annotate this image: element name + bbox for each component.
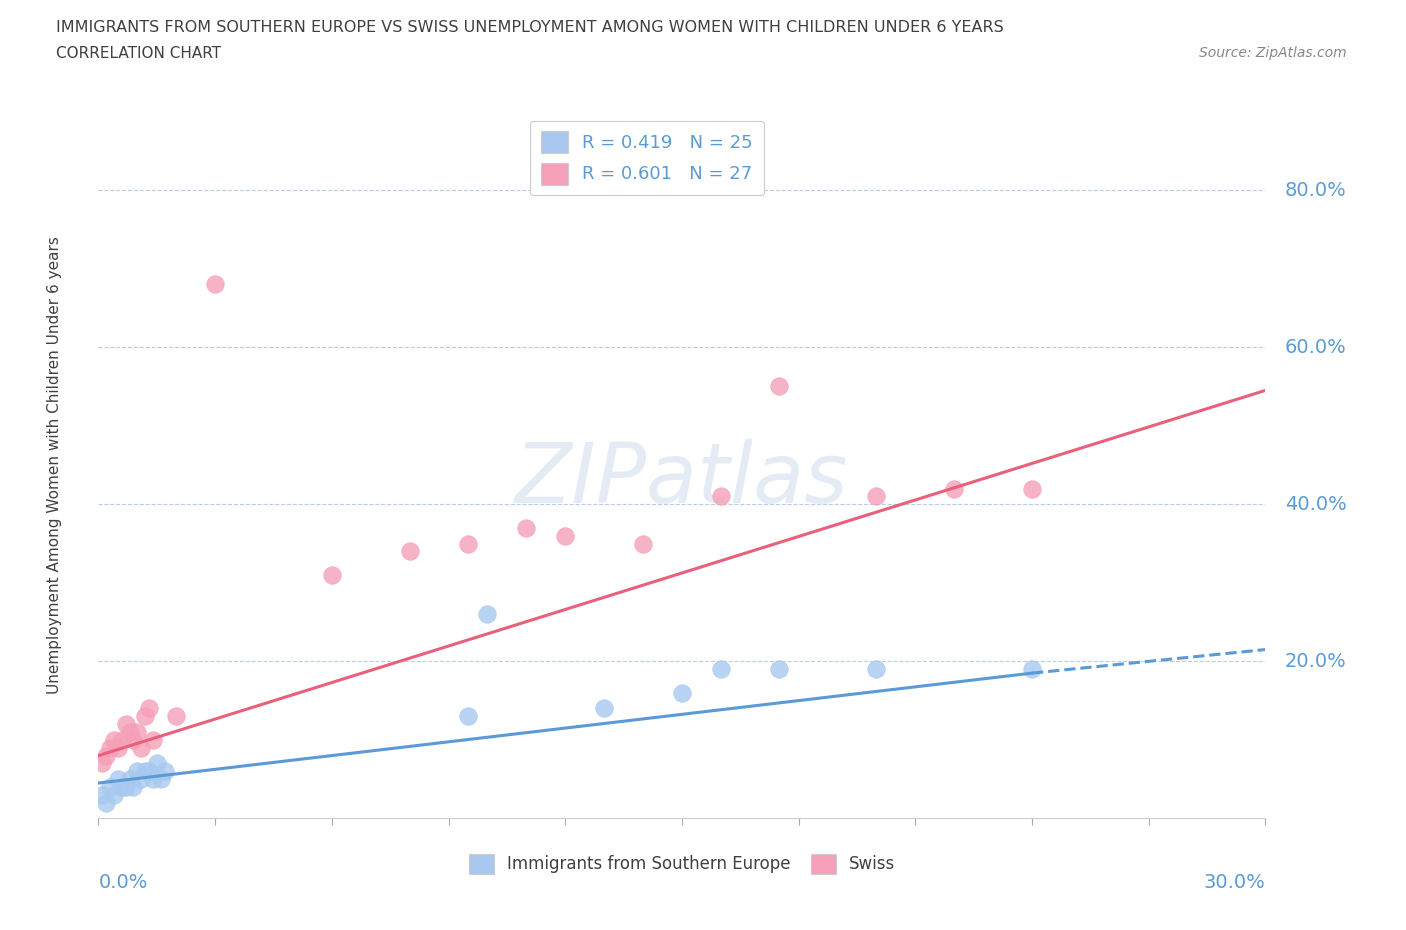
Point xyxy=(943,481,966,496)
Point xyxy=(134,764,156,778)
Point xyxy=(114,717,136,732)
Text: Unemployment Among Women with Children Under 6 years: Unemployment Among Women with Children U… xyxy=(46,236,62,694)
Text: 80.0%: 80.0% xyxy=(1285,180,1347,200)
Point xyxy=(118,772,141,787)
Point xyxy=(1021,481,1043,496)
Text: 0.0%: 0.0% xyxy=(98,873,148,893)
Point xyxy=(142,772,165,787)
Point xyxy=(865,489,887,504)
Text: CORRELATION CHART: CORRELATION CHART xyxy=(56,46,221,61)
Text: 40.0%: 40.0% xyxy=(1285,495,1347,513)
Point xyxy=(457,709,479,724)
Point xyxy=(111,779,134,794)
Point xyxy=(1021,662,1043,677)
Point xyxy=(768,379,790,394)
Point xyxy=(146,756,169,771)
Point xyxy=(554,528,576,543)
Text: IMMIGRANTS FROM SOUTHERN EUROPE VS SWISS UNEMPLOYMENT AMONG WOMEN WITH CHILDREN : IMMIGRANTS FROM SOUTHERN EUROPE VS SWISS… xyxy=(56,20,1004,35)
Legend: Immigrants from Southern Europe, Swiss: Immigrants from Southern Europe, Swiss xyxy=(463,847,901,881)
Point xyxy=(91,756,114,771)
Point xyxy=(103,733,125,748)
Point xyxy=(103,788,125,803)
Point xyxy=(204,277,226,292)
Point xyxy=(111,733,134,748)
Point xyxy=(321,567,343,582)
Point xyxy=(138,764,160,778)
Text: ZIPatlas: ZIPatlas xyxy=(515,439,849,520)
Point xyxy=(98,740,121,755)
Point xyxy=(631,536,654,551)
Text: 20.0%: 20.0% xyxy=(1285,652,1347,671)
Text: 30.0%: 30.0% xyxy=(1204,873,1265,893)
Point xyxy=(96,748,118,763)
Point xyxy=(122,733,145,748)
Point xyxy=(138,701,160,716)
Point xyxy=(153,764,176,778)
Point xyxy=(96,795,118,810)
Point xyxy=(149,772,172,787)
Point xyxy=(118,724,141,739)
Point xyxy=(127,764,149,778)
Point xyxy=(515,521,537,536)
Point xyxy=(142,733,165,748)
Point xyxy=(129,772,152,787)
Point xyxy=(477,606,499,621)
Point xyxy=(122,779,145,794)
Point xyxy=(107,772,129,787)
Point xyxy=(129,740,152,755)
Point xyxy=(98,779,121,794)
Point xyxy=(457,536,479,551)
Point xyxy=(134,709,156,724)
Point xyxy=(593,701,616,716)
Text: Source: ZipAtlas.com: Source: ZipAtlas.com xyxy=(1199,46,1347,60)
Point xyxy=(107,740,129,755)
Point xyxy=(127,724,149,739)
Point xyxy=(114,779,136,794)
Point xyxy=(710,662,733,677)
Point xyxy=(91,788,114,803)
Point xyxy=(768,662,790,677)
Point xyxy=(165,709,187,724)
Point xyxy=(710,489,733,504)
Point xyxy=(398,544,420,559)
Text: 60.0%: 60.0% xyxy=(1285,338,1347,357)
Point xyxy=(671,685,693,700)
Point xyxy=(865,662,887,677)
